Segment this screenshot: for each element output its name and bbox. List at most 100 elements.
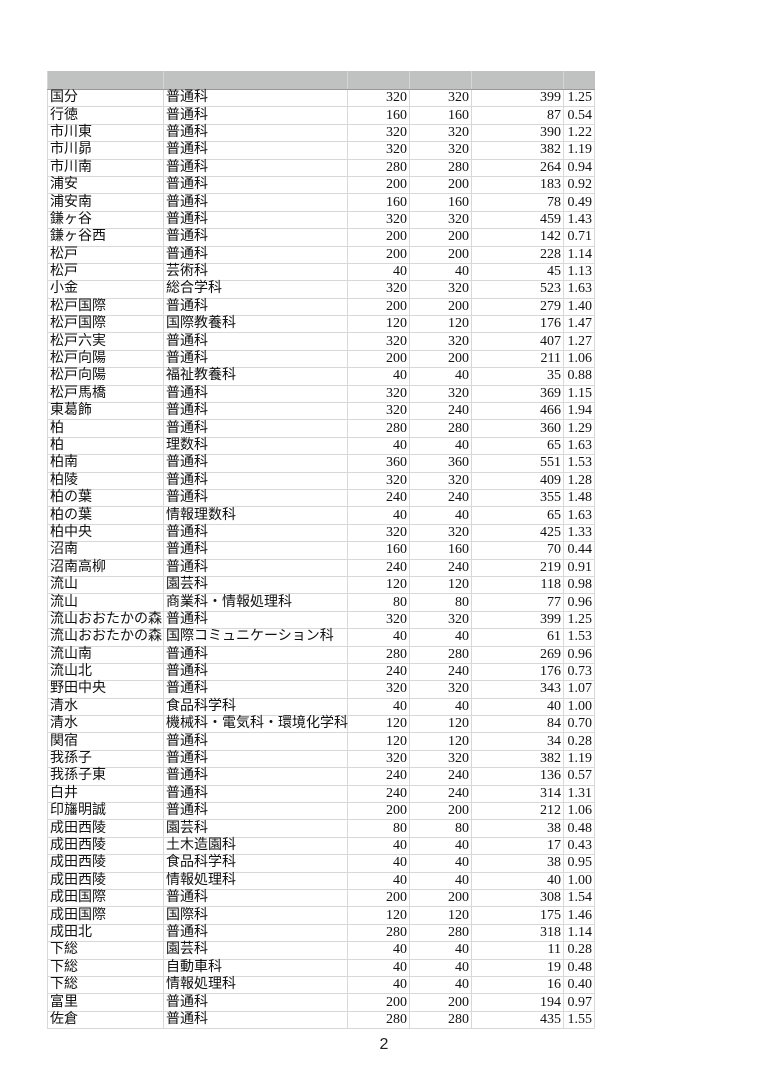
cell-ratio: 1.53: [563, 454, 595, 473]
cell-school: 柏の葉: [47, 488, 164, 508]
cell-quota: 80: [409, 593, 472, 612]
cell-ratio: 0.40: [563, 975, 595, 995]
cell-course: 情報理数科: [163, 506, 348, 525]
cell-course: 普通科: [163, 558, 348, 577]
cell-ratio: 1.14: [563, 245, 595, 264]
cell-course: 普通科: [163, 384, 348, 404]
table-row: 成田西陵 食品科学科 40 40 38 0.95: [47, 854, 595, 873]
cell-ratio: 0.91: [563, 558, 595, 577]
cell-school: 小金: [47, 280, 164, 299]
cell-quota: 200: [409, 228, 472, 247]
cell-school: 富里: [47, 993, 164, 1012]
cell-capacity: 80: [347, 819, 410, 838]
cell-applicants: 136: [471, 767, 564, 786]
cell-course: 普通科: [163, 349, 348, 369]
table-row: 松戸向陽 普通科 200 200 211 1.06: [47, 349, 595, 369]
cell-ratio: 1.29: [563, 419, 595, 438]
cell-school: 柏の葉: [47, 506, 164, 525]
cell-applicants: 183: [471, 175, 564, 195]
cell-capacity: 280: [347, 645, 410, 664]
cell-quota: 120: [409, 906, 472, 925]
cell-school: 柏: [47, 419, 164, 438]
cell-applicants: 308: [471, 888, 564, 908]
cell-school: 浦安: [47, 175, 164, 195]
cell-applicants: 212: [471, 802, 564, 821]
table-row: 流山南 普通科 280 280 269 0.96: [47, 645, 595, 664]
cell-quota: 280: [409, 923, 472, 943]
table-row: 東葛飾 普通科 320 240 466 1.94: [47, 402, 595, 421]
cell-capacity: 160: [347, 193, 410, 212]
cell-applicants: 40: [471, 697, 564, 717]
cell-capacity: 120: [347, 315, 410, 334]
cell-school: 柏中央: [47, 523, 164, 543]
cell-applicants: 409: [471, 471, 564, 490]
cell-quota: 40: [409, 941, 472, 960]
table-row: 成田西陵 情報処理科 40 40 40 1.00: [47, 871, 595, 890]
table-row: 鎌ヶ谷西 普通科 200 200 142 0.71: [47, 228, 595, 247]
cell-capacity: 320: [347, 280, 410, 299]
cell-applicants: 459: [471, 210, 564, 230]
cell-course: 情報処理科: [163, 975, 348, 995]
cell-ratio: 0.97: [563, 993, 595, 1012]
table-row: 成田国際 国際科 120 120 175 1.46: [47, 906, 595, 925]
cell-quota: 40: [409, 975, 472, 995]
cell-capacity: 320: [347, 332, 410, 351]
cell-school: 我孫子: [47, 749, 164, 769]
cell-ratio: 1.63: [563, 280, 595, 299]
cell-ratio: 1.48: [563, 488, 595, 508]
table-body: 国分 普通科 320 320 399 1.25 行徳 普通科 160 160 87 0.54 市川東 普通…: [47, 88, 595, 1030]
cell-quota: 280: [409, 1010, 472, 1030]
cell-course: 普通科: [163, 175, 348, 195]
cell-ratio: 1.63: [563, 436, 595, 456]
cell-ratio: 0.94: [563, 158, 595, 177]
table-row: 柏の葉 情報理数科 40 40 65 1.63: [47, 506, 595, 525]
cell-applicants: 219: [471, 558, 564, 577]
cell-school: 佐倉: [47, 1010, 164, 1030]
cell-ratio: 1.00: [563, 697, 595, 717]
cell-ratio: 1.22: [563, 123, 595, 143]
cell-applicants: 65: [471, 436, 564, 456]
cell-ratio: 0.95: [563, 854, 595, 873]
cell-school: 鎌ヶ谷西: [47, 228, 164, 247]
cell-capacity: 40: [347, 975, 410, 995]
cell-ratio: 0.48: [563, 819, 595, 838]
cell-course: 土木造園科: [163, 836, 348, 856]
cell-course: 普通科: [163, 471, 348, 490]
cell-course: 食品科学科: [163, 697, 348, 717]
cell-applicants: 399: [471, 88, 564, 108]
cell-quota: 320: [409, 141, 472, 160]
cell-course: 普通科: [163, 888, 348, 908]
table-row: 沼南 普通科 160 160 70 0.44: [47, 541, 595, 560]
table-row: 市川南 普通科 280 280 264 0.94: [47, 158, 595, 177]
cell-quota: 320: [409, 610, 472, 630]
cell-quota: 160: [409, 193, 472, 212]
cell-course: 普通科: [163, 541, 348, 560]
cell-ratio: 1.19: [563, 749, 595, 769]
cell-quota: 200: [409, 888, 472, 908]
cell-school: 下総: [47, 975, 164, 995]
cell-course: 普通科: [163, 488, 348, 508]
cell-applicants: 87: [471, 106, 564, 125]
cell-ratio: 1.19: [563, 141, 595, 160]
cell-ratio: 1.55: [563, 1010, 595, 1030]
cell-applicants: 35: [471, 367, 564, 386]
cell-school: 成田北: [47, 923, 164, 943]
cell-school: 東葛飾: [47, 402, 164, 421]
cell-school: 成田西陵: [47, 871, 164, 890]
cell-capacity: 40: [347, 262, 410, 282]
cell-school: 柏陵: [47, 471, 164, 490]
cell-quota: 280: [409, 419, 472, 438]
cell-capacity: 40: [347, 854, 410, 873]
cell-course: 園芸科: [163, 819, 348, 838]
table-row: 浦安南 普通科 160 160 78 0.49: [47, 193, 595, 212]
cell-applicants: 390: [471, 123, 564, 143]
cell-applicants: 84: [471, 715, 564, 734]
cell-quota: 200: [409, 802, 472, 821]
cell-capacity: 320: [347, 680, 410, 699]
cell-capacity: 280: [347, 1010, 410, 1030]
cell-school: 成田西陵: [47, 854, 164, 873]
cell-course: 国際科: [163, 906, 348, 925]
cell-school: 流山おおたかの森: [47, 628, 164, 647]
table-row: 市川昴 普通科 320 320 382 1.19: [47, 141, 595, 160]
cell-capacity: 200: [347, 888, 410, 908]
